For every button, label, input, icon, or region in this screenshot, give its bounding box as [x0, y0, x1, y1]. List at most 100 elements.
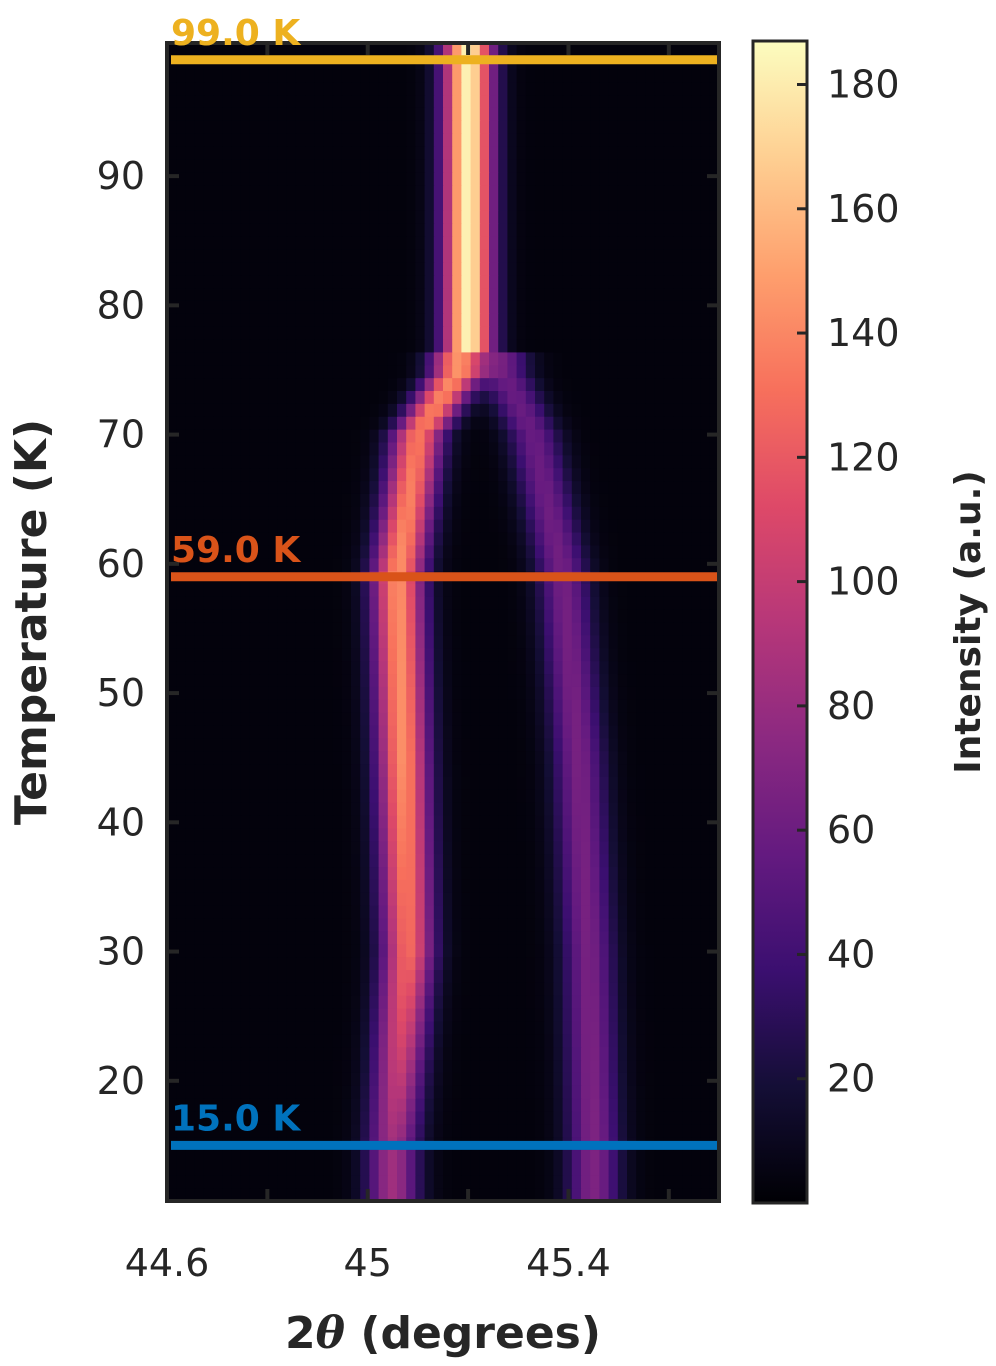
heatmap-cell: [378, 609, 389, 623]
heatmap-cell: [185, 480, 196, 494]
heatmap-cell: [443, 1098, 453, 1112]
heatmap-cell: [498, 699, 508, 713]
heatmap-cell: [535, 338, 545, 353]
heatmap-cell: [700, 429, 711, 443]
heatmap-cell: [222, 917, 232, 932]
heatmap-cell: [222, 943, 232, 958]
heatmap-cell: [645, 737, 656, 752]
heatmap-cell: [305, 210, 315, 224]
heatmap-cell: [203, 351, 214, 366]
heatmap-cell: [608, 634, 619, 649]
heatmap-cell: [240, 930, 251, 945]
heatmap-cell: [663, 261, 674, 276]
heatmap-cell: [305, 969, 315, 983]
heatmap-cell: [231, 905, 242, 919]
heatmap-cell: [498, 210, 508, 224]
heatmap-cell: [231, 699, 242, 713]
heatmap-cell: [590, 261, 600, 276]
heatmap-cell: [397, 197, 407, 211]
heatmap-cell: [535, 287, 545, 301]
heatmap-cell: [387, 634, 398, 649]
heatmap-cell: [378, 274, 389, 289]
heatmap-cell: [544, 609, 554, 623]
heatmap-cell: [259, 223, 269, 237]
heatmap-cell: [295, 300, 306, 314]
heatmap-cell: [507, 712, 518, 726]
heatmap-cell: [369, 480, 380, 494]
heatmap-cell: [406, 248, 416, 263]
heatmap-cell: [525, 236, 536, 250]
heatmap-cell: [286, 686, 297, 700]
heatmap-cell: [268, 377, 278, 391]
heatmap-cell: [203, 647, 214, 662]
heatmap-cell: [498, 467, 508, 482]
heatmap-cell: [617, 1110, 628, 1125]
heatmap-cell: [259, 429, 269, 443]
heatmap-cell: [222, 982, 232, 996]
heatmap-cell: [259, 982, 269, 996]
heatmap-cell: [222, 866, 232, 880]
heatmap-cell: [378, 441, 389, 456]
heatmap-cell: [268, 248, 278, 263]
heatmap-cell: [222, 197, 232, 211]
heatmap-cell: [709, 197, 720, 211]
heatmap-cell: [617, 506, 628, 520]
heatmap-cell: [452, 210, 462, 224]
heatmap-cell: [470, 531, 481, 546]
heatmap-cell: [424, 454, 435, 469]
heatmap-cell: [673, 377, 683, 391]
heatmap-cell: [351, 699, 361, 713]
heatmap-cell: [599, 493, 610, 507]
heatmap-cell: [452, 454, 462, 469]
heatmap-cell: [259, 274, 269, 289]
heatmap-cell: [387, 1175, 398, 1189]
heatmap-cell: [663, 377, 674, 391]
heatmap-cell: [222, 802, 232, 816]
heatmap-cell: [544, 583, 554, 597]
heatmap-cell: [369, 390, 380, 404]
heatmap-cell: [213, 737, 223, 752]
heatmap-cell: [525, 917, 536, 932]
heatmap-cell: [231, 802, 242, 816]
heatmap-cell: [599, 1110, 610, 1125]
heatmap-cell: [369, 416, 380, 430]
heatmap-cell: [682, 326, 692, 340]
heatmap-cell: [654, 609, 665, 623]
heatmap-cell: [544, 866, 554, 880]
heatmap-cell: [268, 583, 278, 597]
heatmap-cell: [351, 493, 361, 507]
heatmap-cell: [249, 274, 260, 289]
heatmap-cell: [185, 596, 196, 610]
heatmap-cell: [544, 158, 554, 173]
heatmap-cell: [167, 892, 177, 906]
heatmap-cell: [673, 1162, 683, 1176]
heatmap-cell: [553, 815, 564, 829]
heatmap-cell: [369, 905, 380, 919]
heatmap-cell: [387, 287, 398, 301]
heatmap-cell: [636, 815, 646, 829]
heatmap-cell: [341, 429, 352, 443]
heatmap-cell: [452, 467, 462, 482]
heatmap-cell: [470, 1123, 481, 1138]
heatmap-cell: [406, 274, 416, 289]
heatmap-cell: [682, 699, 692, 713]
heatmap-cell: [700, 815, 711, 829]
heatmap-cell: [222, 892, 232, 906]
heatmap-cell: [599, 364, 610, 379]
heatmap-cell: [479, 248, 490, 263]
heatmap-cell: [663, 892, 674, 906]
heatmap-cell: [691, 145, 702, 160]
heatmap-cell: [682, 364, 692, 379]
heatmap-cell: [516, 184, 527, 198]
heatmap-cell: [387, 776, 398, 790]
heatmap-cell: [167, 609, 177, 623]
heatmap-cell: [452, 660, 462, 675]
heatmap-cell: [507, 467, 518, 482]
heatmap-cell: [636, 982, 646, 996]
heatmap-cell: [259, 583, 269, 597]
heatmap-cell: [673, 261, 683, 276]
heatmap-cell: [498, 171, 508, 186]
heatmap-cell: [378, 467, 389, 482]
heatmap-cell: [599, 145, 610, 160]
heatmap-cell: [397, 995, 407, 1009]
